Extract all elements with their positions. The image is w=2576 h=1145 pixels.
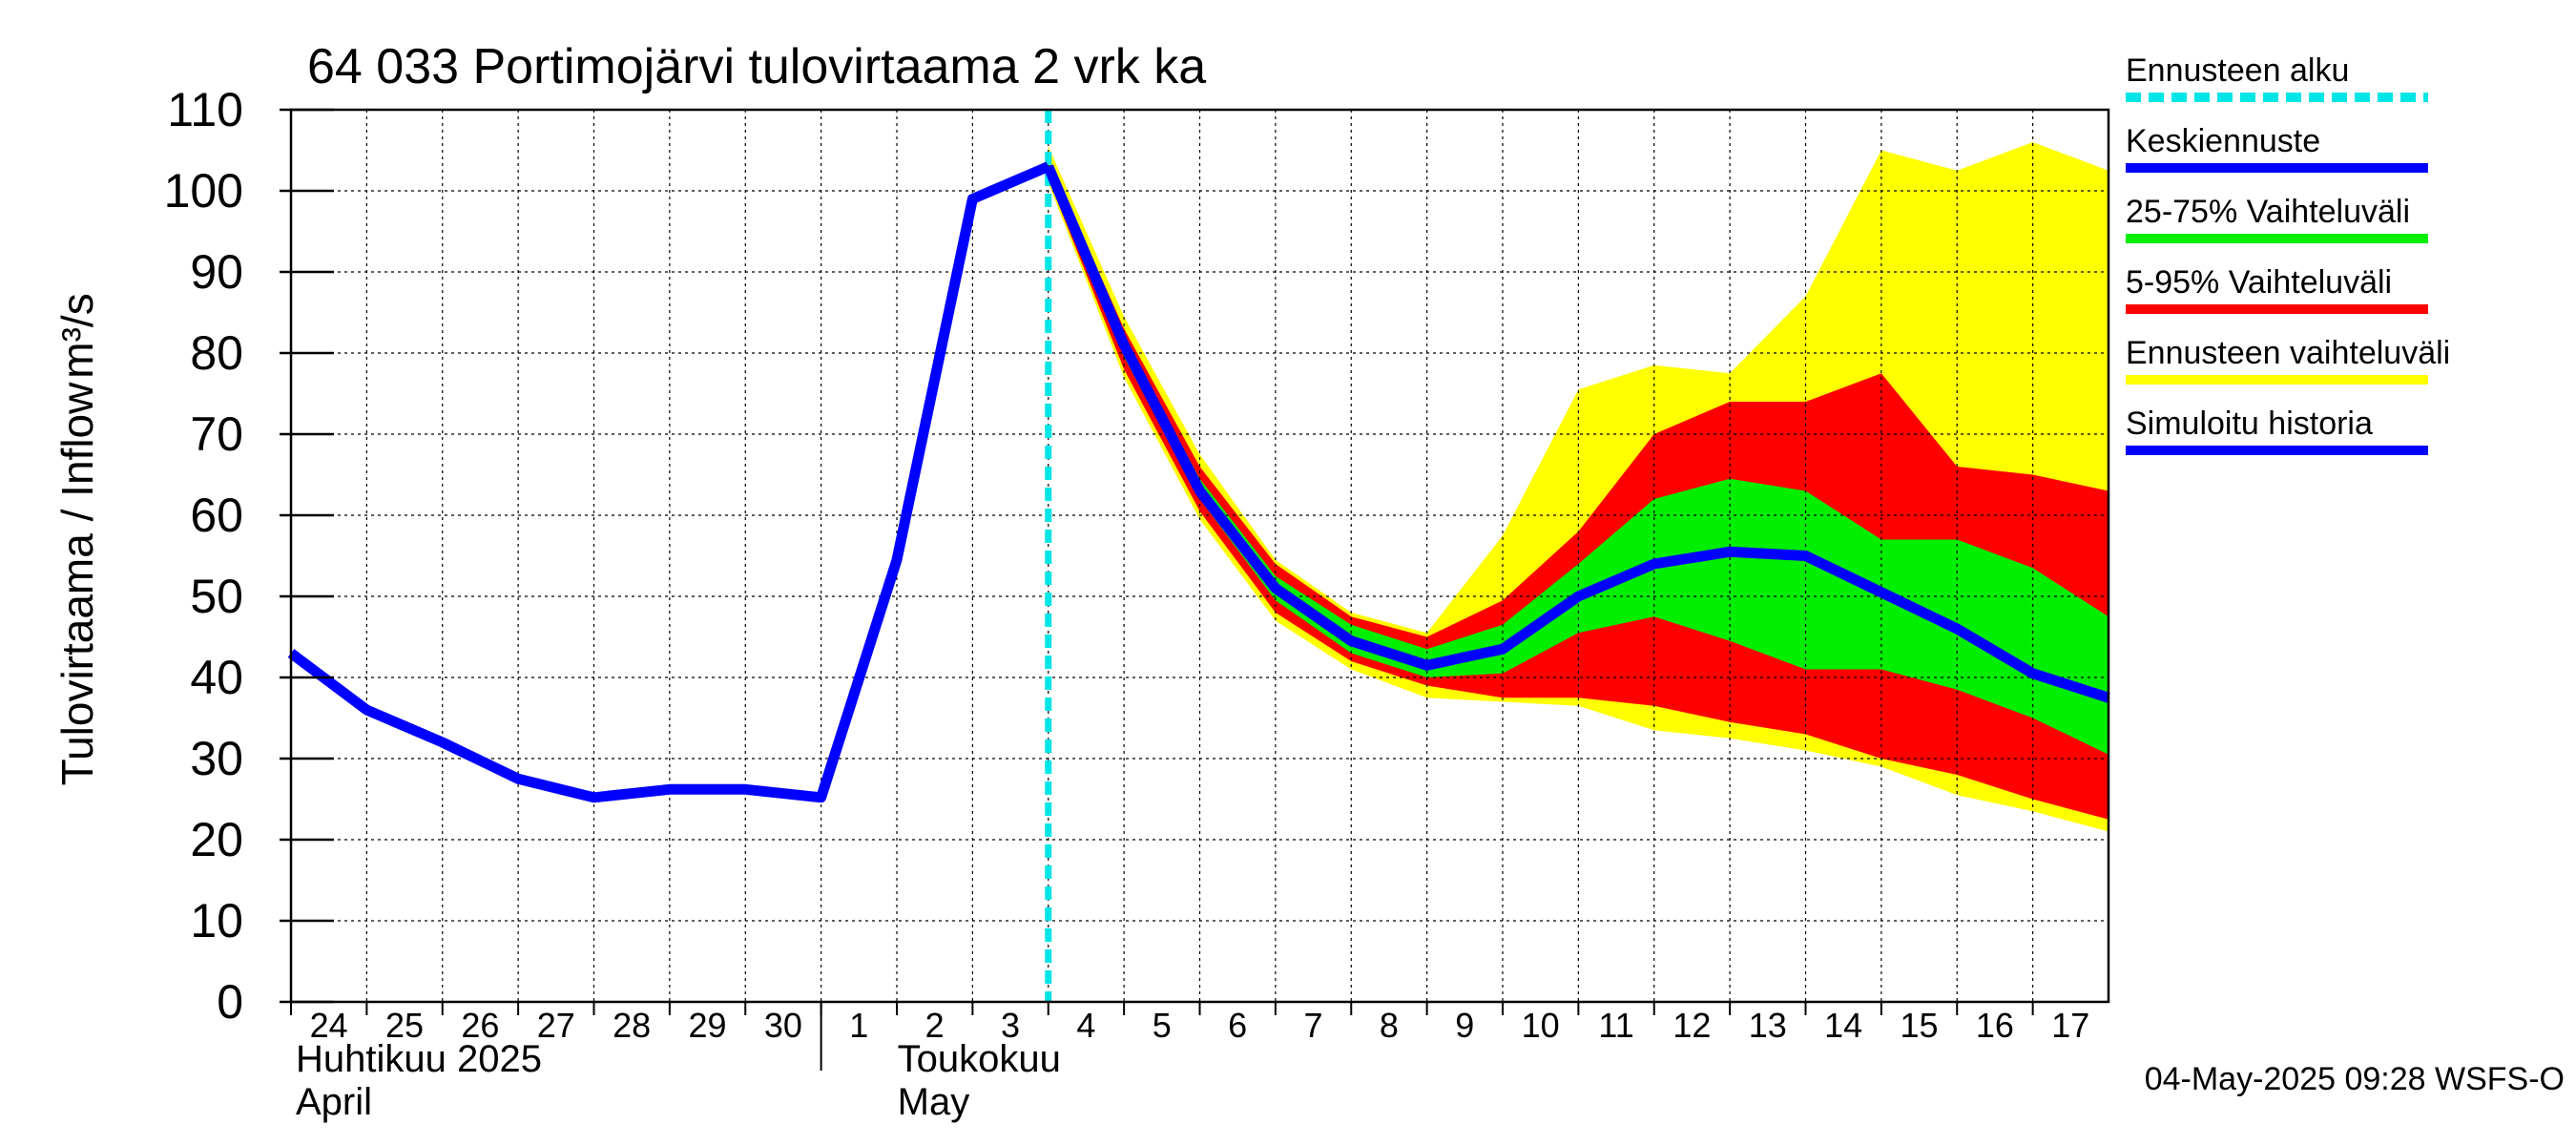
y-tick-label: 50: [190, 570, 243, 623]
chart-title: 64 033 Portimojärvi tulovirtaama 2 vrk k…: [307, 39, 1206, 94]
series-line-simuloitu-historia: [287, 161, 1050, 803]
y-tick-label: 10: [190, 894, 243, 947]
x-tick-label: 27: [537, 1006, 575, 1045]
x-tick-label: 24: [310, 1006, 348, 1045]
x-tick-label: 3: [1001, 1006, 1020, 1045]
timestamp-footer: 04-May-2025 09:28 WSFS-O: [2145, 1061, 2565, 1097]
x-tick-label: 17: [2051, 1006, 2089, 1045]
y-tick-label: 80: [190, 326, 243, 380]
x-tick-label: 4: [1076, 1006, 1095, 1045]
y-axis-unit: m³/s: [52, 293, 102, 378]
x-tick-label: 9: [1455, 1006, 1474, 1045]
y-tick-label: 90: [190, 245, 243, 299]
x-tick-label: 25: [385, 1006, 424, 1045]
legend-label-ennusteen-alku: Ennusteen alku: [2126, 52, 2349, 89]
y-axis-label: Tulovirtaama / Inflow: [52, 382, 102, 785]
series-lines: [287, 110, 2110, 1002]
x-tick-label: 5: [1153, 1006, 1172, 1045]
legend-label-5-95-vaihteluv-li: 5-95% Vaihteluväli: [2126, 264, 2392, 301]
x-tick-label: 10: [1522, 1006, 1560, 1045]
legend: Ennusteen alku Keskiennuste 25-75% Vaihtel…: [2126, 52, 2450, 455]
x-tick-label: 14: [1824, 1006, 1862, 1045]
y-tick-label: 0: [217, 975, 243, 1029]
x-tick-label: 29: [689, 1006, 727, 1045]
y-tick-label: 30: [190, 732, 243, 785]
x-tick-label: 28: [613, 1006, 651, 1045]
band-25-75-vaihteluv-li: [1048, 162, 2109, 755]
x-tick-label: 7: [1304, 1006, 1323, 1045]
legend-label-25-75-vaihteluv-li: 25-75% Vaihteluväli: [2126, 194, 2410, 230]
x-tick-label: 13: [1749, 1006, 1787, 1045]
forecast-bands: [1048, 142, 2109, 832]
y-tick-label: 70: [190, 407, 243, 461]
x-tick-label: 30: [764, 1006, 802, 1045]
legend-label-keskiennuste: Keskiennuste: [2126, 123, 2320, 159]
x-tick-label: 6: [1228, 1006, 1247, 1045]
y-tick-label: 60: [190, 489, 243, 542]
series-line-keskiennuste: [1043, 164, 2110, 703]
month-label-english: April: [296, 1081, 372, 1123]
y-tick-label: 110: [167, 83, 243, 136]
x-tick-label: 8: [1380, 1006, 1399, 1045]
x-tick-label: 1: [849, 1006, 868, 1045]
x-tick-label: 26: [461, 1006, 499, 1045]
month-label-finnish: Toukokuu: [898, 1038, 1061, 1080]
x-tick-label: 2: [925, 1006, 945, 1045]
month-label-finnish: Huhtikuu 2025: [296, 1038, 542, 1080]
x-tick-label: 15: [1901, 1006, 1939, 1045]
x-tick-label: 11: [1598, 1006, 1633, 1045]
x-tick-label: 16: [1976, 1006, 2014, 1045]
legend-label-ennusteen-vaihteluv-li: Ennusteen vaihteluväli: [2126, 335, 2450, 371]
x-tick-label: 12: [1672, 1006, 1711, 1045]
legend-label-simuloitu-historia: Simuloitu historia: [2126, 406, 2373, 442]
y-tick-label: 20: [190, 813, 243, 866]
y-tick-label: 100: [164, 164, 243, 218]
y-tick-label: 40: [190, 651, 243, 704]
month-label-english: May: [898, 1081, 970, 1123]
